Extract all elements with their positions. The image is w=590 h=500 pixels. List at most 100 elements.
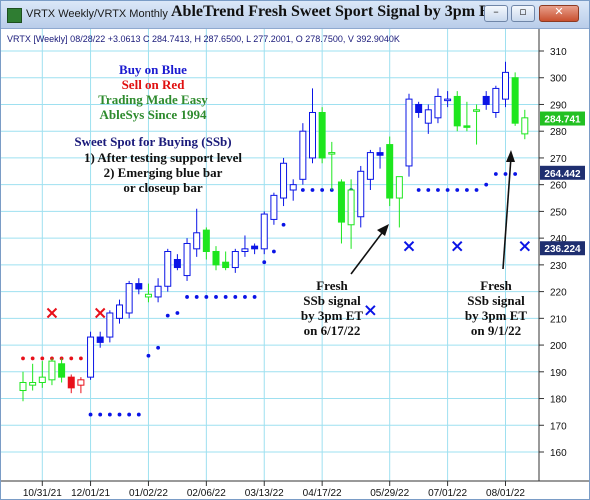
annotation-right-line3: by 3pm ET (465, 308, 527, 323)
candle (164, 248, 172, 292)
legend-since: AbleSys Since 1994 (100, 107, 207, 122)
candle (473, 104, 481, 145)
time-tick-label: 05/29/22 (370, 488, 409, 499)
candle (366, 149, 374, 191)
annotation-right-line2: SSb signal (467, 293, 525, 308)
candle (241, 235, 249, 257)
candle (415, 101, 423, 118)
support-dot (300, 188, 305, 192)
support-dot (136, 412, 141, 417)
x-marker-stroke (519, 240, 531, 252)
chart-grid (1, 29, 539, 481)
x-marker-stroke (403, 240, 415, 252)
x-marker (94, 307, 106, 319)
candle-body (463, 125, 471, 128)
support-dot (79, 356, 83, 361)
support-dot (513, 172, 518, 176)
price-tick-label: 280 (550, 127, 567, 138)
candle-body (38, 376, 46, 383)
price-badge (540, 165, 585, 180)
support-dot (252, 295, 257, 299)
support-dot (165, 313, 170, 318)
support-dot (204, 295, 209, 299)
candle-body (395, 176, 403, 199)
info-line: VRTX [Weekly] 08/28/22 +3.0613 C 284.741… (7, 34, 400, 44)
candle-body (502, 71, 509, 100)
close-icon: ✕ (554, 5, 564, 18)
support-dot (493, 172, 498, 176)
price-tick-label: 170 (550, 421, 567, 432)
candle (337, 179, 345, 244)
title-bar[interactable]: VRTX Weekly/VRTX Monthly AbleTrend Fresh… (1, 1, 589, 29)
x-marker-stroke (452, 240, 463, 252)
chart-title: AbleTrend Fresh Sweet Sport Signal by 3p… (171, 3, 501, 20)
candle (511, 72, 519, 126)
candle-body (299, 130, 307, 180)
price-badge-label: 284.741 (544, 115, 581, 126)
close-button[interactable]: ✕ (539, 5, 579, 22)
candle (251, 243, 259, 255)
candle-body (270, 194, 278, 220)
legend-tagline: Trading Made Easy (98, 92, 208, 107)
candle (154, 278, 162, 303)
candle (453, 91, 461, 132)
support-dot (40, 356, 45, 361)
window-tab-title[interactable]: VRTX Weekly/VRTX Monthly (26, 8, 168, 20)
time-tick-label: 12/01/21 (71, 488, 110, 499)
legend-buy: Buy on Blue (119, 62, 187, 77)
support-dot (243, 295, 247, 299)
annotation-right-line4: on 9/1/22 (471, 323, 521, 338)
candle (347, 179, 355, 249)
candle (125, 280, 133, 319)
candle-body (521, 117, 529, 135)
candle (222, 251, 230, 271)
annotation-right-line1: Fresh (480, 278, 512, 293)
candle-body (337, 181, 345, 223)
candle-body (434, 95, 442, 119)
sweet-spot-step2: 2) Emerging blue bar (104, 165, 223, 180)
candle-body (135, 283, 143, 290)
candle (270, 192, 278, 225)
candle (231, 248, 239, 273)
signal-markers (46, 240, 531, 319)
candle-body (164, 251, 172, 287)
price-tick-label: 310 (550, 47, 567, 58)
support-dot (146, 353, 151, 358)
time-tick-label: 10/31/21 (23, 488, 62, 499)
candle (492, 85, 500, 118)
price-badge (540, 241, 585, 256)
candle-body (125, 283, 133, 314)
annotation-right: Fresh SSb signal by 3pm ET on 9/1/22 (465, 278, 527, 338)
price-chart[interactable]: 1601701801902002102202302402502602702802… (1, 29, 589, 499)
candle-body (19, 381, 27, 392)
candle-body (453, 95, 461, 127)
candle-body (154, 285, 162, 298)
candle (502, 61, 509, 108)
candle-body (424, 109, 432, 124)
candle-body (386, 144, 394, 199)
time-tick-label: 04/17/22 (303, 488, 342, 499)
arrow-left (350, 228, 386, 275)
minimize-button[interactable]: – (484, 5, 508, 22)
time-axis: 10/31/21 12/01/21 01/02/22 02/06/22 03/13/22… (23, 481, 525, 499)
maximize-button[interactable]: ▫ (511, 5, 535, 22)
candle (424, 104, 432, 134)
candle (38, 361, 46, 388)
support-dot (107, 412, 112, 417)
candle-body (67, 376, 75, 389)
candle-body (106, 312, 114, 338)
candle (289, 179, 297, 201)
x-marker-stroke (46, 307, 58, 319)
candle (135, 278, 143, 295)
candle (357, 165, 365, 228)
candle-body (511, 77, 519, 124)
arrow-right (502, 156, 512, 270)
price-axis: 160 170 180 190 200 210 220 230 240 250 260 270 280 2… (539, 47, 567, 459)
candle (376, 147, 384, 169)
price-tick-label: 160 (550, 448, 567, 459)
candle (444, 91, 452, 108)
candle-body (58, 363, 66, 378)
support-dot (185, 295, 189, 299)
support-dot (194, 295, 199, 299)
